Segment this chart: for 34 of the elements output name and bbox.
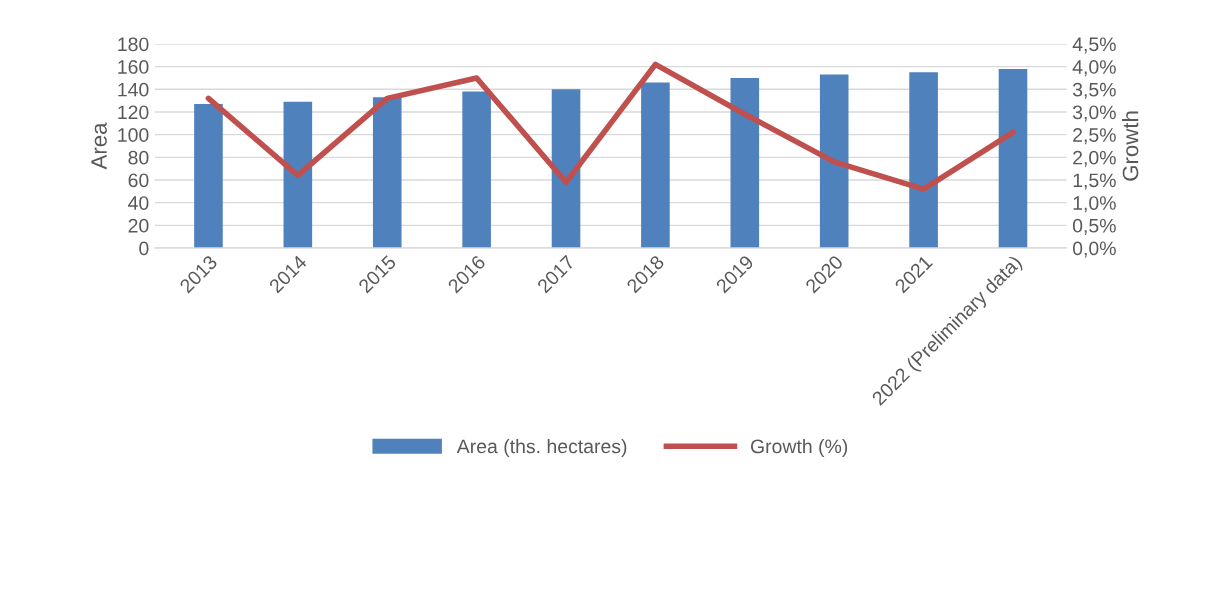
y-tick-label: 160 xyxy=(118,60,149,74)
y2-tick-label: 3,5% xyxy=(1072,82,1116,99)
bar xyxy=(462,91,491,249)
y-tick-label: 60 xyxy=(128,173,149,188)
y-tick-label: 120 xyxy=(118,105,149,120)
y-tick-label: 20 xyxy=(128,218,149,233)
y2-tick-label: 4,5% xyxy=(1072,37,1116,54)
y-tick-label: 80 xyxy=(128,150,149,165)
bar xyxy=(283,101,313,249)
y2-tick-label: 1,0% xyxy=(1073,196,1116,213)
legend-label: Area (ths. hectares) xyxy=(456,438,627,458)
bar xyxy=(372,97,402,249)
y-tick-label: 0 xyxy=(139,241,149,256)
bar xyxy=(730,77,760,249)
bar xyxy=(998,68,1028,249)
bar xyxy=(819,74,849,249)
y2-tick-label: 0,5% xyxy=(1072,218,1116,235)
y2-tick-label: 1,5% xyxy=(1073,173,1116,190)
bar xyxy=(909,72,938,249)
y-axis-title: Area xyxy=(91,122,107,170)
y-tick-label: 100 xyxy=(118,128,149,142)
bar xyxy=(194,104,223,249)
y2-tick-label: 4,0% xyxy=(1072,60,1116,77)
legend-label: Growth (%) xyxy=(750,438,848,458)
y2-tick-label: 0,0% xyxy=(1072,241,1116,258)
y2-tick-label: 3,0% xyxy=(1072,105,1116,122)
y-tick-label: 180 xyxy=(118,37,149,52)
y2-axis-title: Growth xyxy=(1122,111,1139,181)
y2-tick-label: 2,5% xyxy=(1073,128,1116,145)
y-tick-label: 40 xyxy=(128,196,149,210)
y2-tick-label: 2,0% xyxy=(1073,150,1116,167)
bar xyxy=(551,89,581,249)
y-tick-label: 140 xyxy=(118,82,149,97)
bar xyxy=(641,82,670,249)
